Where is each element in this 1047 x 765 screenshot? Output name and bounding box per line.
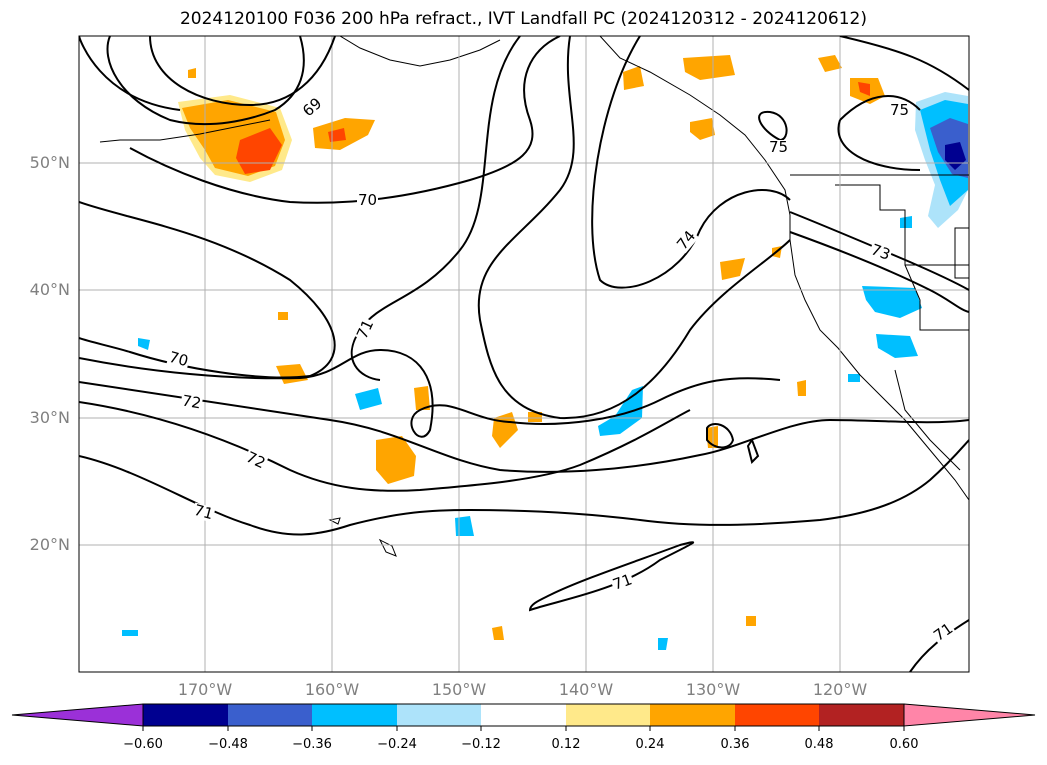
lon-label: 140°W xyxy=(558,680,614,699)
anomaly-shading xyxy=(122,55,968,650)
map-title: 2024120100 F036 200 hPa refract., IVT La… xyxy=(179,9,867,29)
colorbar-tick-label: −0.48 xyxy=(208,737,248,752)
colorbar-bin xyxy=(481,704,566,726)
lon-label: 130°W xyxy=(685,680,741,699)
lat-label: 40°N xyxy=(29,280,70,299)
colorbar-bin xyxy=(735,704,819,726)
map-frame xyxy=(78,35,970,673)
colorbar xyxy=(11,703,1036,731)
contour-label: 75 xyxy=(768,138,790,156)
colorbar-bin xyxy=(650,704,735,726)
colorbar-bin xyxy=(819,704,904,726)
colorbar-tick-label: −0.36 xyxy=(292,737,332,752)
colorbar-tick-label: 0.60 xyxy=(889,737,919,752)
lon-label: 170°W xyxy=(177,680,233,699)
contour-label: 70 xyxy=(357,191,379,209)
lat-label: 50°N xyxy=(29,153,70,172)
colorbar-max-extension xyxy=(903,703,1036,727)
lon-label: 120°W xyxy=(812,680,868,699)
coastlines xyxy=(99,36,969,557)
colorbar-bin xyxy=(397,704,481,726)
refractivity-contours xyxy=(79,36,969,672)
colorbar-tick-label: 0.24 xyxy=(635,737,665,752)
colorbar-tick-label: −0.12 xyxy=(461,737,501,752)
contour-label: 75 xyxy=(889,101,911,119)
colorbar-min-extension xyxy=(11,703,144,727)
contour-label: 72 xyxy=(179,391,204,413)
colorbar-bin xyxy=(566,704,650,726)
colorbar-tick-label: 0.48 xyxy=(804,737,834,752)
colorbar-tick-label: 0.36 xyxy=(720,737,750,752)
colorbar-tick-label: 0.12 xyxy=(551,737,581,752)
colorbar-bin xyxy=(143,704,228,726)
lon-label: 160°W xyxy=(304,680,360,699)
lon-label: 150°W xyxy=(431,680,487,699)
colorbar-tick-label: −0.60 xyxy=(123,737,163,752)
lat-label: 30°N xyxy=(29,408,70,427)
lat-label: 20°N xyxy=(29,535,70,554)
lat-lon-grid xyxy=(79,36,969,672)
colorbar-bin xyxy=(312,704,397,726)
colorbar-bin xyxy=(228,704,312,726)
colorbar-tick-label: −0.24 xyxy=(377,737,417,752)
